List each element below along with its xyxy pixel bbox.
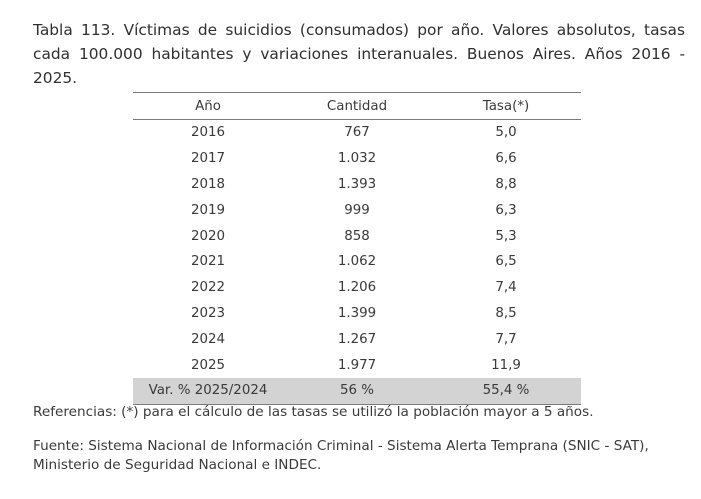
cell-rate: 8,5	[495, 305, 517, 321]
cell-quantity: 1.393	[337, 176, 377, 192]
cell-year: 2016	[190, 125, 226, 141]
references-note: Referencias: (*) para el cálculo de las …	[33, 404, 594, 420]
cell-quantity: 1.032	[337, 151, 377, 167]
cell-year: 2024	[190, 331, 226, 347]
variation-quantity: 56 %	[283, 377, 431, 405]
cell-year: 2021	[190, 254, 226, 270]
cell-year: 2025	[190, 357, 226, 373]
cell-year: 2022	[190, 280, 226, 296]
cell-quantity: 1.977	[337, 357, 377, 373]
cell-quantity: 1.062	[337, 254, 377, 270]
cell-rate: 5,3	[495, 228, 517, 244]
table-row: 2020 858 5,3	[133, 223, 581, 249]
table-row: 2025 1.977 11,9	[133, 352, 581, 378]
cell-quantity: 1.267	[337, 331, 377, 347]
cell-year: 2019	[190, 202, 226, 218]
table-row: 2017 1.032 6,6	[133, 146, 581, 172]
cell-quantity: 1.399	[337, 305, 377, 321]
cell-quantity: 858	[344, 228, 370, 244]
cell-year: 2018	[190, 176, 226, 192]
variation-row: Var. % 2025/2024 56 % 55,4 %	[133, 377, 581, 405]
cell-rate: 6,6	[495, 151, 517, 167]
cell-quantity: 999	[344, 202, 370, 218]
table-row: 2024 1.267 7,7	[133, 326, 581, 352]
table-header-row: Año Cantidad Tasa(*)	[133, 92, 581, 120]
header-quantity: Cantidad	[283, 92, 431, 120]
suicide-victims-table: Año Cantidad Tasa(*) 2016 767 5,0 2017 1…	[133, 92, 581, 405]
table-row: 2016 767 5,0	[133, 120, 581, 146]
cell-rate: 11,9	[491, 357, 521, 373]
cell-rate: 8,8	[495, 176, 517, 192]
cell-year: 2023	[190, 305, 226, 321]
variation-label: Var. % 2025/2024	[133, 377, 283, 405]
cell-rate: 6,5	[495, 254, 517, 270]
cell-rate: 5,0	[495, 125, 517, 141]
cell-quantity: 767	[344, 125, 370, 141]
table-row: 2023 1.399 8,5	[133, 301, 581, 327]
cell-year: 2020	[190, 228, 226, 244]
variation-rate: 55,4 %	[431, 377, 581, 405]
cell-rate: 6,3	[495, 202, 517, 218]
header-rate: Tasa(*)	[431, 92, 581, 120]
table-row: 2018 1.393 8,8	[133, 172, 581, 198]
table-row: 2019 999 6,3	[133, 197, 581, 223]
cell-rate: 7,4	[495, 280, 517, 296]
cell-rate: 7,7	[495, 331, 517, 347]
source-note: Fuente: Sistema Nacional de Información …	[33, 438, 649, 473]
table-row: 2021 1.062 6,5	[133, 249, 581, 275]
header-year: Año	[133, 92, 283, 120]
table-title: Tabla 113. Víctimas de suicidios (consum…	[33, 21, 685, 87]
cell-quantity: 1.206	[337, 280, 377, 296]
table-row: 2022 1.206 7,4	[133, 275, 581, 301]
cell-year: 2017	[190, 151, 226, 167]
